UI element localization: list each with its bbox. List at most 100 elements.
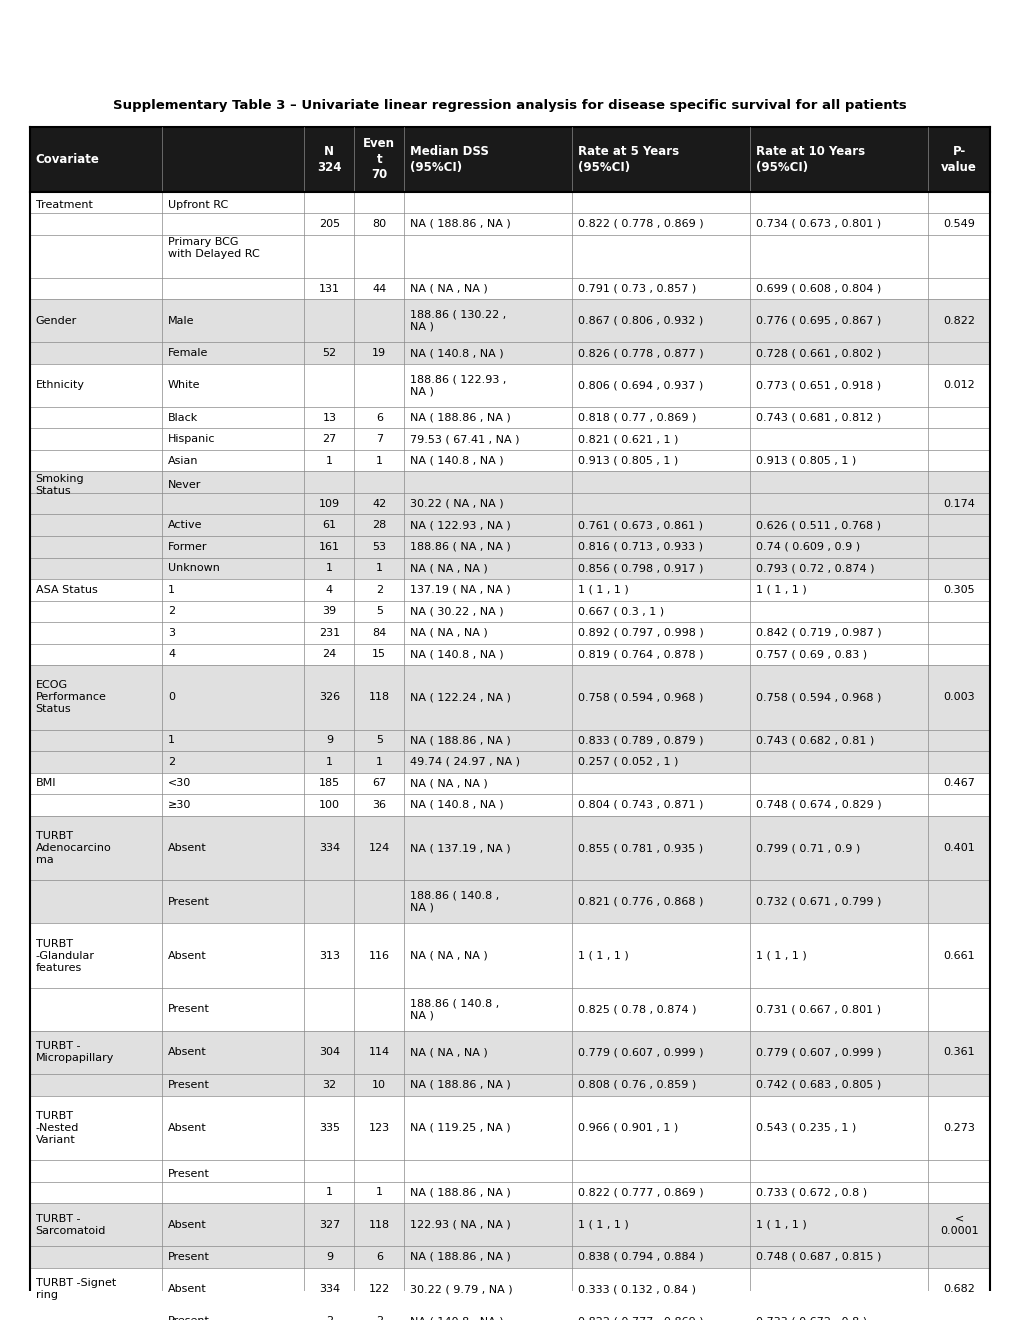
Bar	[30, 214, 989, 235]
Text: 0.699 ( 0.608 , 0.804 ): 0.699 ( 0.608 , 0.804 )	[755, 284, 880, 293]
Text: 5: 5	[375, 606, 382, 616]
Text: Absent: Absent	[168, 950, 207, 961]
Bar	[30, 429, 989, 450]
Text: Primary BCG
with Delayed RC: Primary BCG with Delayed RC	[168, 238, 260, 260]
Text: Never: Never	[168, 480, 202, 490]
Text: 0.273: 0.273	[943, 1123, 974, 1133]
Bar	[30, 364, 989, 407]
Text: 1 ( 1 , 1 ): 1 ( 1 , 1 )	[578, 1220, 629, 1230]
Bar	[30, 407, 989, 429]
Text: 0.743 ( 0.682 , 0.81 ): 0.743 ( 0.682 , 0.81 )	[755, 735, 873, 746]
Text: 19: 19	[372, 348, 386, 358]
Text: 335: 335	[319, 1123, 339, 1133]
Text: NA ( 188.86 , NA ): NA ( 188.86 , NA )	[410, 219, 511, 228]
Text: 188.86 ( 140.8 ,
NA ): 188.86 ( 140.8 , NA )	[410, 891, 499, 913]
Text: 122.93 ( NA , NA ): 122.93 ( NA , NA )	[410, 1220, 511, 1230]
Text: 109: 109	[319, 499, 339, 508]
Bar	[30, 1160, 989, 1181]
Text: 53: 53	[372, 541, 386, 552]
Text: White: White	[168, 380, 201, 391]
Text: 0.757 ( 0.69 , 0.83 ): 0.757 ( 0.69 , 0.83 )	[755, 649, 866, 660]
Text: 0.667 ( 0.3 , 1 ): 0.667 ( 0.3 , 1 )	[578, 606, 664, 616]
Bar	[30, 127, 989, 191]
Text: 9: 9	[325, 1251, 332, 1262]
Text: Absent: Absent	[168, 1284, 207, 1294]
Text: 0.838 ( 0.794 , 0.884 ): 0.838 ( 0.794 , 0.884 )	[578, 1251, 703, 1262]
Text: NA ( 140.8 , NA ): NA ( 140.8 , NA )	[410, 455, 503, 466]
Text: 304: 304	[319, 1048, 339, 1057]
Bar	[30, 515, 989, 536]
Text: 0.748 ( 0.687 , 0.815 ): 0.748 ( 0.687 , 0.815 )	[755, 1251, 880, 1262]
Text: 1: 1	[325, 455, 332, 466]
Text: 5: 5	[375, 735, 382, 746]
Text: BMI: BMI	[36, 779, 56, 788]
Text: 0.913 ( 0.805 , 1 ): 0.913 ( 0.805 , 1 )	[755, 455, 856, 466]
Bar	[30, 751, 989, 772]
Text: 131: 131	[319, 284, 339, 293]
Text: 205: 205	[319, 219, 339, 228]
Text: 6: 6	[375, 1251, 382, 1262]
Text: P-
value: P- value	[941, 145, 976, 174]
Text: 188.86 ( 130.22 ,
NA ): 188.86 ( 130.22 , NA )	[410, 310, 506, 331]
Bar	[30, 235, 989, 277]
Bar	[30, 300, 989, 342]
Text: 114: 114	[369, 1048, 389, 1057]
Text: 0.804 ( 0.743 , 0.871 ): 0.804 ( 0.743 , 0.871 )	[578, 800, 703, 810]
Text: Hispanic: Hispanic	[168, 434, 215, 444]
Text: 79.53 ( 67.41 , NA ): 79.53 ( 67.41 , NA )	[410, 434, 520, 444]
Text: Gender: Gender	[36, 315, 76, 326]
Bar	[30, 450, 989, 471]
Bar	[30, 730, 989, 751]
Bar	[30, 579, 989, 601]
Text: 1: 1	[325, 756, 332, 767]
Bar	[30, 1096, 989, 1160]
Text: 4: 4	[325, 585, 332, 595]
Text: 2: 2	[168, 606, 175, 616]
Text: 0.543 ( 0.235 , 1 ): 0.543 ( 0.235 , 1 )	[755, 1123, 856, 1133]
Text: Present: Present	[168, 896, 210, 907]
Text: 4: 4	[168, 649, 175, 660]
Text: 0.791 ( 0.73 , 0.857 ): 0.791 ( 0.73 , 0.857 )	[578, 284, 696, 293]
Text: 0.842 ( 0.719 , 0.987 ): 0.842 ( 0.719 , 0.987 )	[755, 628, 881, 638]
Text: 0.818 ( 0.77 , 0.869 ): 0.818 ( 0.77 , 0.869 )	[578, 413, 696, 422]
Text: NA ( 188.86 , NA ): NA ( 188.86 , NA )	[410, 413, 511, 422]
Text: Covariate: Covariate	[36, 153, 99, 166]
Text: 123: 123	[369, 1123, 389, 1133]
Text: 188.86 ( NA , NA ): 188.86 ( NA , NA )	[410, 541, 511, 552]
Text: 0.856 ( 0.798 , 0.917 ): 0.856 ( 0.798 , 0.917 )	[578, 564, 703, 573]
Text: Upfront RC: Upfront RC	[168, 201, 228, 210]
Text: 2: 2	[168, 756, 175, 767]
Text: 0.793 ( 0.72 , 0.874 ): 0.793 ( 0.72 , 0.874 )	[755, 564, 874, 573]
Text: 0.773 ( 0.651 , 0.918 ): 0.773 ( 0.651 , 0.918 )	[755, 380, 880, 391]
Text: 0.867 ( 0.806 , 0.932 ): 0.867 ( 0.806 , 0.932 )	[578, 315, 703, 326]
Text: 36: 36	[372, 800, 386, 810]
Text: 10: 10	[372, 1080, 386, 1090]
Text: 0.661: 0.661	[943, 950, 974, 961]
Text: 84: 84	[372, 628, 386, 638]
Text: 1 ( 1 , 1 ): 1 ( 1 , 1 )	[578, 585, 629, 595]
Text: 1: 1	[375, 1187, 382, 1197]
Text: 1 ( 1 , 1 ): 1 ( 1 , 1 )	[755, 950, 806, 961]
Text: NA ( 140.8 , NA ): NA ( 140.8 , NA )	[410, 649, 503, 660]
Text: 0: 0	[168, 693, 175, 702]
Text: NA ( 140.8 , NA ): NA ( 140.8 , NA )	[410, 348, 503, 358]
Bar	[30, 665, 989, 730]
Text: 0.74 ( 0.609 , 0.9 ): 0.74 ( 0.609 , 0.9 )	[755, 541, 859, 552]
Bar	[30, 924, 989, 987]
Text: 0.682: 0.682	[943, 1284, 974, 1294]
Text: 0.257 ( 0.052 , 1 ): 0.257 ( 0.052 , 1 )	[578, 756, 679, 767]
Text: 0.826 ( 0.778 , 0.877 ): 0.826 ( 0.778 , 0.877 )	[578, 348, 703, 358]
Text: NA ( NA , NA ): NA ( NA , NA )	[410, 564, 487, 573]
Text: 0.758 ( 0.594 , 0.968 ): 0.758 ( 0.594 , 0.968 )	[755, 693, 880, 702]
Bar	[30, 471, 989, 492]
Text: 0.305: 0.305	[943, 585, 974, 595]
Text: TURBT
-Nested
Variant: TURBT -Nested Variant	[36, 1111, 78, 1144]
Text: NA ( 188.86 , NA ): NA ( 188.86 , NA )	[410, 1080, 511, 1090]
Text: Former: Former	[168, 541, 208, 552]
Text: 188.86 ( 122.93 ,
NA ): 188.86 ( 122.93 , NA )	[410, 375, 506, 396]
Bar	[30, 644, 989, 665]
Text: Male: Male	[168, 315, 195, 326]
Text: 100: 100	[319, 800, 339, 810]
Text: 24: 24	[322, 649, 336, 660]
Text: 118: 118	[369, 693, 389, 702]
